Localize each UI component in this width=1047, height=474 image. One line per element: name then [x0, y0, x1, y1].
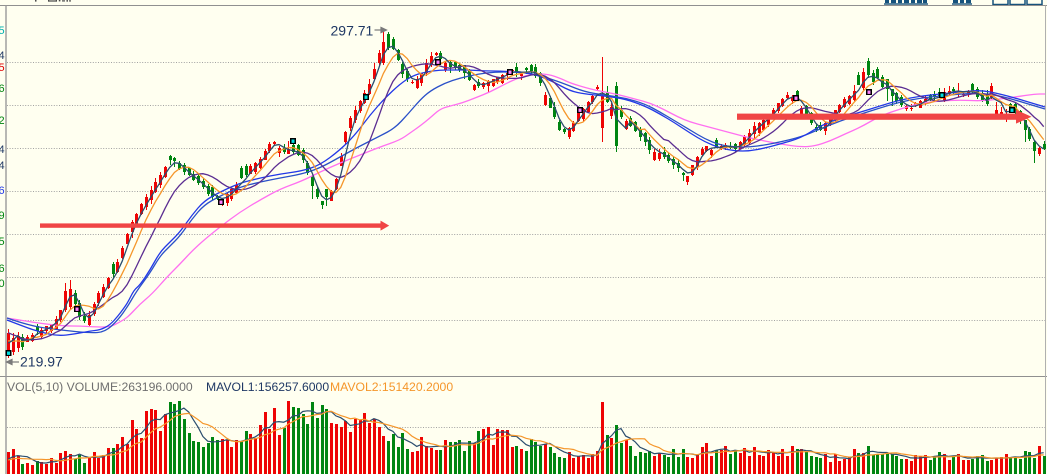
svg-text:5: 5: [0, 236, 5, 248]
svg-text:4: 4: [0, 144, 5, 156]
svg-text:4: 4: [0, 50, 5, 62]
svg-text:297.71: 297.71: [331, 23, 374, 39]
svg-text:6: 6: [0, 185, 5, 197]
svg-text:9: 9: [0, 210, 5, 222]
svg-text:6: 6: [0, 263, 5, 275]
svg-text:5: 5: [0, 25, 5, 37]
svg-text:5: 5: [0, 62, 5, 74]
svg-text:MAVOL1:156257.6000: MAVOL1:156257.6000: [206, 380, 329, 394]
svg-text:VOL(5,10) VOLUME:263196.0000: VOL(5,10) VOLUME:263196.0000: [7, 380, 193, 394]
svg-text:0: 0: [0, 278, 5, 290]
svg-text:4: 4: [0, 160, 5, 172]
svg-text:2: 2: [0, 115, 5, 127]
svg-text:219.97: 219.97: [20, 354, 63, 370]
svg-text:6: 6: [0, 83, 5, 95]
svg-text:MAVOL2:151420.2000: MAVOL2:151420.2000: [330, 380, 453, 394]
